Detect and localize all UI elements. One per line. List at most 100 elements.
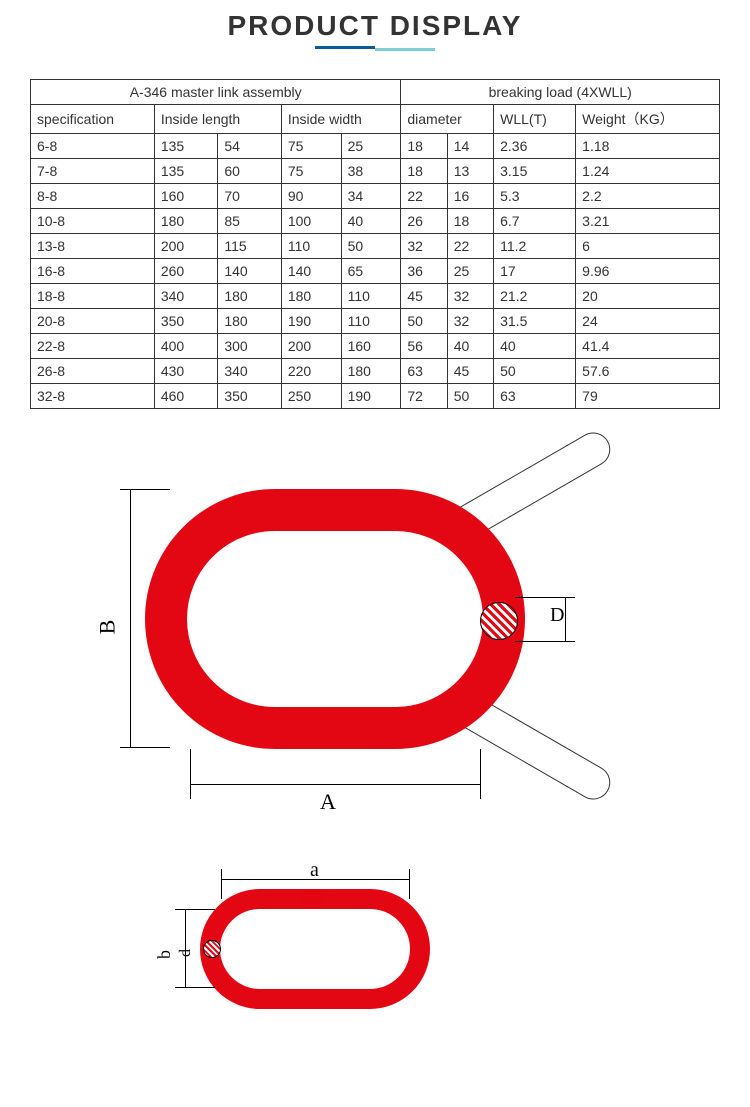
table-cell: 32: [401, 234, 447, 259]
table-cell: 60: [218, 159, 282, 184]
dim-line: [221, 869, 222, 899]
table-cell: 26-8: [31, 359, 155, 384]
table-cell: 115: [218, 234, 282, 259]
table-cell: 32: [447, 309, 493, 334]
dim-line: [175, 987, 215, 988]
table-cell: 26: [401, 209, 447, 234]
table-cell: 63: [401, 359, 447, 384]
diagram-area: B A D a b d: [0, 439, 750, 1039]
table-cell: 75: [281, 134, 341, 159]
table-cell: 160: [341, 334, 401, 359]
table-cell: 220: [281, 359, 341, 384]
table-cell: 38: [341, 159, 401, 184]
dim-D-hatch-circle: [480, 602, 518, 640]
table-cell: 90: [281, 184, 341, 209]
table-row: 7-813560753818133.151.24: [31, 159, 720, 184]
table-cell: 5.3: [494, 184, 576, 209]
table-cell: 63: [494, 384, 576, 409]
table-cell: 340: [218, 359, 282, 384]
dim-label-B: B: [94, 620, 120, 635]
table-cell: 20: [576, 284, 720, 309]
col-weight: Weight（KG）: [576, 105, 720, 134]
table-cell: 140: [218, 259, 282, 284]
dim-label-b: b: [154, 950, 175, 959]
table-cell: 7-8: [31, 159, 155, 184]
table-cell: 200: [281, 334, 341, 359]
table-cell: 180: [281, 284, 341, 309]
table-cell: 340: [154, 284, 218, 309]
table-cell: 190: [341, 384, 401, 409]
table-cell: 3.21: [576, 209, 720, 234]
table-cell: 40: [341, 209, 401, 234]
table-cell: 110: [341, 284, 401, 309]
table-cell: 110: [341, 309, 401, 334]
table-cell: 40: [447, 334, 493, 359]
table-cell: 22: [447, 234, 493, 259]
small-link-diagram: a b d: [170, 859, 490, 1039]
table-cell: 3.15: [494, 159, 576, 184]
dim-line: [515, 597, 575, 598]
table-cell: 22-8: [31, 334, 155, 359]
table-row: 16-8260140140653625179.96: [31, 259, 720, 284]
table-cell: 40: [494, 334, 576, 359]
table-row: 18-8340180180110453221.220: [31, 284, 720, 309]
dim-d-hatch-circle: [203, 940, 221, 958]
table-cell: 65: [341, 259, 401, 284]
table-cell: 25: [447, 259, 493, 284]
table-row: 26-843034022018063455057.6: [31, 359, 720, 384]
table-cell: 18: [401, 159, 447, 184]
table-cell: 25: [341, 134, 401, 159]
table-row: 10-8180851004026186.73.21: [31, 209, 720, 234]
table-cell: 11.2: [494, 234, 576, 259]
big-ring: [145, 489, 525, 749]
small-ring: [200, 889, 430, 1009]
table-row: 22-840030020016056404041.4: [31, 334, 720, 359]
table-cell: 18-8: [31, 284, 155, 309]
title-underline: [315, 46, 435, 49]
dim-line: [185, 909, 186, 987]
table-cell: 45: [447, 359, 493, 384]
table-cell: 50: [447, 384, 493, 409]
spec-table-container: A-346 master link assembly breaking load…: [30, 79, 720, 409]
table-cell: 85: [218, 209, 282, 234]
table-row: 8-816070903422165.32.2: [31, 184, 720, 209]
table-cell: 50: [341, 234, 401, 259]
dim-line: [515, 641, 575, 642]
table-cell: 180: [218, 284, 282, 309]
table-cell: 300: [218, 334, 282, 359]
table-cell: 180: [218, 309, 282, 334]
table-cell: 72: [401, 384, 447, 409]
table-cell: 17: [494, 259, 576, 284]
table-cell: 1.24: [576, 159, 720, 184]
table-cell: 110: [281, 234, 341, 259]
table-cell: 50: [494, 359, 576, 384]
small-ring-bead: [300, 891, 326, 905]
table-cell: 24: [576, 309, 720, 334]
table-cell: 460: [154, 384, 218, 409]
table-header-row-1: A-346 master link assembly breaking load…: [31, 80, 720, 105]
table-cell: 6-8: [31, 134, 155, 159]
table-cell: 41.4: [576, 334, 720, 359]
table-cell: 180: [341, 359, 401, 384]
table-row: 32-846035025019072506379: [31, 384, 720, 409]
table-cell: 350: [218, 384, 282, 409]
table-cell: 31.5: [494, 309, 576, 334]
table-cell: 250: [281, 384, 341, 409]
table-cell: 32-8: [31, 384, 155, 409]
table-cell: 200: [154, 234, 218, 259]
table-cell: 2.36: [494, 134, 576, 159]
table-cell: 400: [154, 334, 218, 359]
table-cell: 6: [576, 234, 720, 259]
table-cell: 10-8: [31, 209, 155, 234]
table-cell: 50: [401, 309, 447, 334]
table-cell: 18: [447, 209, 493, 234]
table-body: 6-813554752518142.361.187-81356075381813…: [31, 134, 720, 409]
table-cell: 260: [154, 259, 218, 284]
dim-line: [120, 489, 170, 490]
table-row: 20-8350180190110503231.524: [31, 309, 720, 334]
big-link-diagram: B A D: [120, 489, 550, 779]
table-cell: 34: [341, 184, 401, 209]
table-cell: 100: [281, 209, 341, 234]
dim-line: [480, 749, 481, 799]
table-cell: 36: [401, 259, 447, 284]
